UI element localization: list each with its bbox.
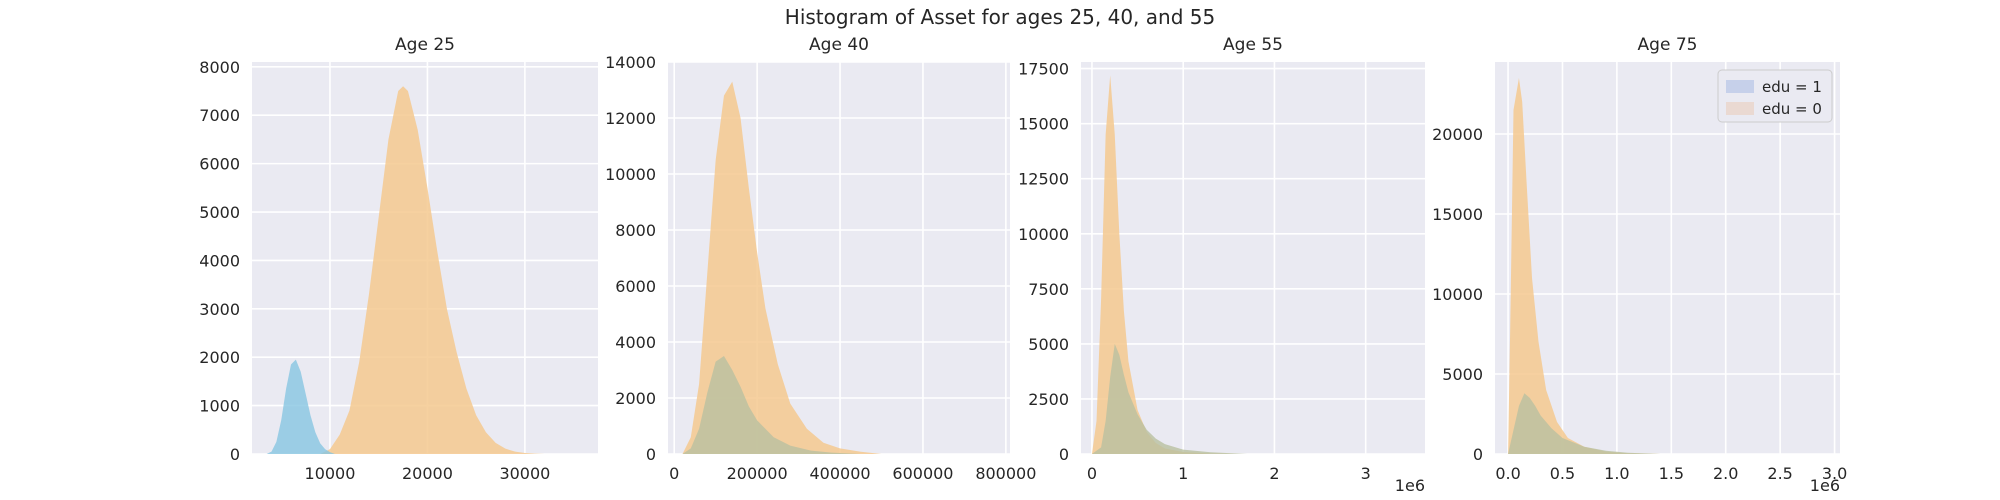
x-tick-label: 1 bbox=[1178, 464, 1188, 483]
x-tick-label: 1.5 bbox=[1659, 464, 1684, 483]
y-tick-label: 15000 bbox=[1432, 205, 1483, 224]
histogram-series-edu-0 bbox=[682, 81, 882, 454]
y-tick-label: 4000 bbox=[615, 333, 656, 352]
x-tick-label: 0.5 bbox=[1550, 464, 1575, 483]
y-tick-label: 2500 bbox=[1028, 390, 1069, 409]
y-tick-label: 14000 bbox=[605, 53, 656, 72]
axis-offset-label: 1e6 bbox=[1810, 476, 1840, 495]
x-tick-label: 0 bbox=[1087, 464, 1097, 483]
y-tick-label: 7500 bbox=[1028, 280, 1069, 299]
legend-label: edu = 1 bbox=[1762, 78, 1822, 96]
y-tick-label: 10000 bbox=[605, 165, 656, 184]
histogram-series-edu-0 bbox=[320, 86, 545, 454]
x-tick-label: 3.0 bbox=[1822, 464, 1847, 483]
y-tick-label: 4000 bbox=[199, 251, 240, 270]
x-tick-label: 200000 bbox=[727, 464, 788, 483]
y-tick-label: 15000 bbox=[1018, 115, 1069, 134]
y-tick-label: 12000 bbox=[605, 109, 656, 128]
y-tick-label: 1000 bbox=[199, 397, 240, 416]
legend-label: edu = 0 bbox=[1762, 100, 1822, 118]
y-tick-label: 0 bbox=[1059, 445, 1069, 464]
subplot-title: Age 75 bbox=[1638, 35, 1698, 55]
y-tick-label: 6000 bbox=[615, 277, 656, 296]
y-tick-label: 8000 bbox=[615, 221, 656, 240]
subplot-title: Age 55 bbox=[1223, 35, 1283, 55]
y-tick-label: 0 bbox=[646, 445, 656, 464]
subplot-title: Age 25 bbox=[395, 35, 455, 55]
figure-title: Histogram of Asset for ages 25, 40, and … bbox=[784, 5, 1216, 29]
y-tick-label: 8000 bbox=[199, 58, 240, 77]
plot-area bbox=[1081, 62, 1425, 454]
x-tick-label: 600000 bbox=[892, 464, 953, 483]
x-tick-label: 0 bbox=[669, 464, 679, 483]
y-tick-label: 3000 bbox=[199, 300, 240, 319]
y-tick-label: 12500 bbox=[1018, 170, 1069, 189]
legend-swatch bbox=[1726, 102, 1754, 115]
x-tick-label: 3 bbox=[1361, 464, 1371, 483]
y-tick-label: 2000 bbox=[615, 389, 656, 408]
x-tick-label: 2 bbox=[1269, 464, 1279, 483]
y-tick-label: 2000 bbox=[199, 348, 240, 367]
x-tick-label: 0.0 bbox=[1495, 464, 1520, 483]
y-tick-label: 0 bbox=[1473, 445, 1483, 464]
x-tick-label: 400000 bbox=[809, 464, 870, 483]
histogram-series-edu-1 bbox=[1508, 393, 1661, 454]
x-tick-label: 1.0 bbox=[1604, 464, 1629, 483]
x-tick-label: 10000 bbox=[305, 464, 356, 483]
plot-area bbox=[1495, 62, 1840, 454]
x-tick-label: 2.5 bbox=[1767, 464, 1792, 483]
x-tick-label: 30000 bbox=[499, 464, 550, 483]
x-tick-label: 20000 bbox=[402, 464, 453, 483]
y-tick-label: 10000 bbox=[1018, 225, 1069, 244]
y-tick-label: 6000 bbox=[199, 155, 240, 174]
y-tick-label: 7000 bbox=[199, 106, 240, 125]
y-tick-label: 10000 bbox=[1432, 285, 1483, 304]
histogram-series-edu-1 bbox=[1091, 343, 1248, 454]
x-tick-label: 800000 bbox=[975, 464, 1036, 483]
x-tick-label: 2.0 bbox=[1713, 464, 1738, 483]
histogram-series-edu-1 bbox=[266, 359, 335, 454]
y-tick-label: 5000 bbox=[199, 203, 240, 222]
y-tick-label: 5000 bbox=[1442, 365, 1483, 384]
y-tick-label: 0 bbox=[230, 445, 240, 464]
axis-offset-label: 1e6 bbox=[1395, 476, 1425, 495]
histogram-series-edu-1 bbox=[682, 356, 861, 454]
y-tick-label: 5000 bbox=[1028, 335, 1069, 354]
legend-swatch bbox=[1726, 80, 1754, 93]
subplot-title: Age 40 bbox=[809, 35, 869, 55]
y-tick-label: 17500 bbox=[1018, 60, 1069, 79]
y-tick-label: 20000 bbox=[1432, 125, 1483, 144]
